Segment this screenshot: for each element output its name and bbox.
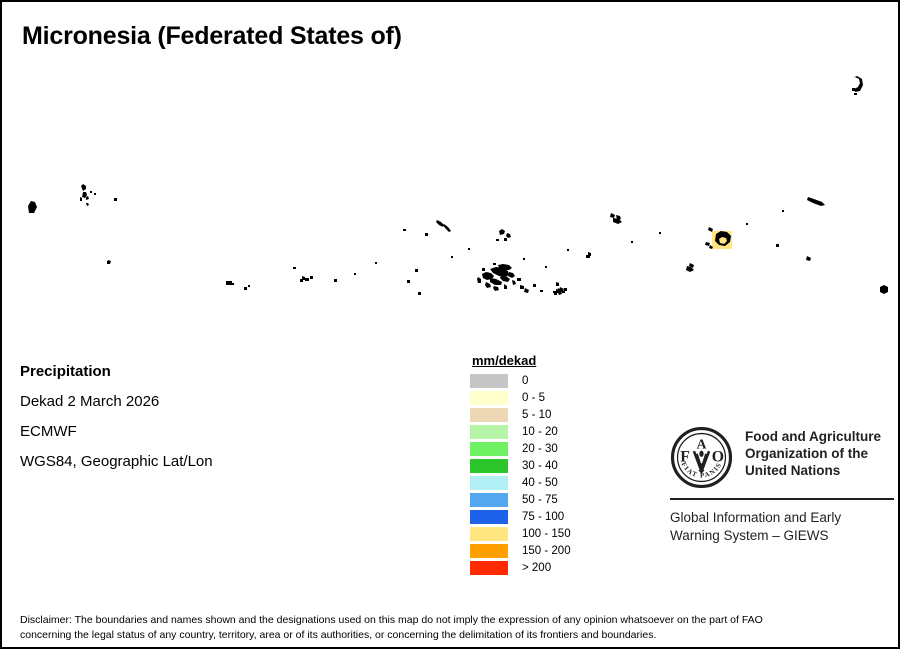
legend-label: 150 - 200 [522,544,571,557]
legend-swatch [470,424,508,439]
fao-organization-name: Food and Agriculture Organization of the… [745,426,881,479]
svg-text:O: O [712,448,724,465]
info-projection: WGS84, Geographic Lat/Lon [20,453,213,470]
legend-item: 75 - 100 [470,508,571,525]
legend-label: 30 - 40 [522,459,558,472]
legend-item: 30 - 40 [470,457,571,474]
legend-swatch [470,509,508,524]
info-source: ECMWF [20,423,77,440]
legend-item: 5 - 10 [470,406,571,423]
legend-label: 50 - 75 [522,493,558,506]
legend-item: > 200 [470,559,571,576]
legend-item: 150 - 200 [470,542,571,559]
legend-swatch [470,492,508,507]
legend-label: 0 - 5 [522,391,546,404]
legend-swatch [470,458,508,473]
page-title: Micronesia (Federated States of) [22,22,402,50]
legend-swatch [470,475,508,490]
disclaimer: Disclaimer: The boundaries and names sho… [20,613,880,643]
legend-item: 0 - 5 [470,389,571,406]
legend-item: 10 - 20 [470,423,571,440]
giews-system-name: Global Information and Early Warning Sys… [670,509,895,545]
fao-branding: F A O FIAT P [670,426,895,545]
map-info-block: Precipitation Dekad 2 March 2026 ECMWF W… [20,357,320,477]
legend-item: 40 - 50 [470,474,571,491]
legend-swatch [470,526,508,541]
disclaimer-line-1: Disclaimer: The boundaries and names sho… [20,614,763,626]
legend-item: 0 [470,372,571,389]
disclaimer-line-2: concerning the legal status of any count… [20,629,657,641]
svg-text:A: A [696,437,706,452]
fao-org-line-1: Food and Agriculture [745,429,881,444]
legend-label: 75 - 100 [522,510,565,523]
fao-org-line-2: Organization of the [745,446,868,461]
legend: mm/dekad 0 0 - 5 5 - 10 10 - 20 20 - 30 … [470,353,571,576]
info-period: Dekad 2 March 2026 [20,393,160,410]
legend-swatch [470,390,508,405]
giews-line-1: Global Information and Early [670,510,842,525]
legend-label: 40 - 50 [522,476,558,489]
legend-swatch [470,543,508,558]
legend-item: 100 - 150 [470,525,571,542]
svg-text:F: F [680,448,690,465]
map-canvas[interactable] [4,60,898,340]
info-variable: Precipitation [20,363,111,380]
legend-label: > 200 [522,561,552,574]
legend-label: 5 - 10 [522,408,552,421]
legend-label: 100 - 150 [522,527,571,540]
legend-swatch [470,373,508,388]
fao-logo-icon: F A O FIAT P [670,426,733,489]
legend-label: 20 - 30 [522,442,558,455]
legend-item: 50 - 75 [470,491,571,508]
legend-item: 20 - 30 [470,440,571,457]
legend-swatch [470,441,508,456]
giews-line-2: Warning System – GIEWS [670,528,829,543]
island-shapes [28,76,888,295]
legend-label: 0 [522,374,529,387]
legend-title: mm/dekad [472,353,537,368]
map-islands-layer [28,76,888,295]
legend-swatch [470,407,508,422]
legend-label: 10 - 20 [522,425,558,438]
fao-org-line-3: United Nations [745,463,841,478]
fao-divider [670,498,894,500]
legend-swatch [470,560,508,575]
